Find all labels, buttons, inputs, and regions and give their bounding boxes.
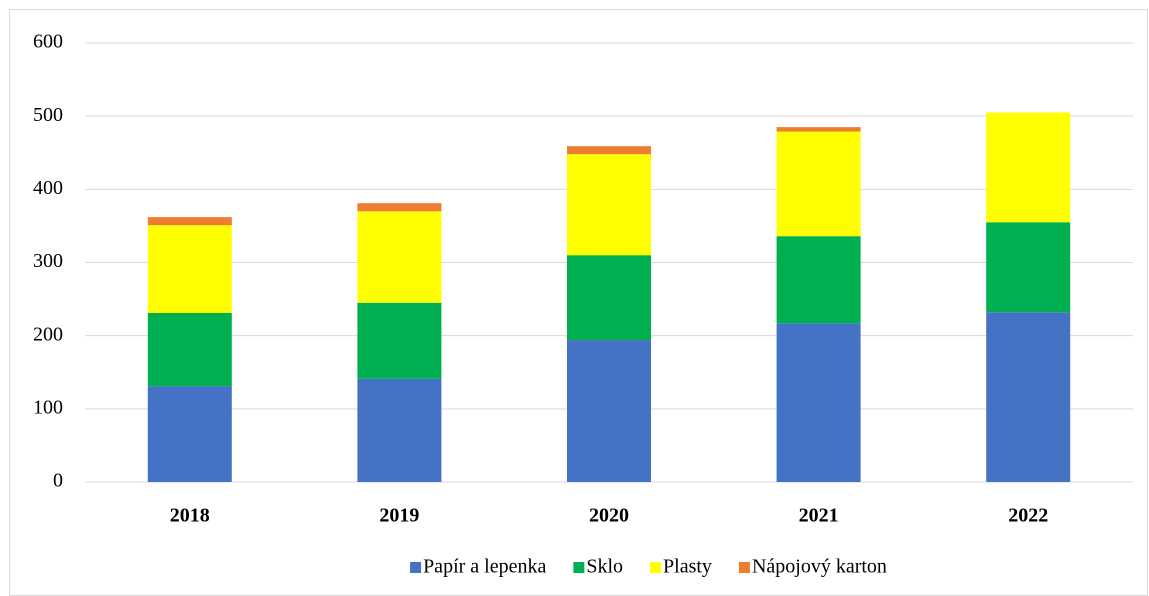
bar-segment [357, 302, 442, 379]
bar-segment [776, 236, 861, 324]
bar-segment [147, 312, 232, 387]
y-tick-label: 0 [53, 470, 63, 492]
x-tick-label: 2020 [589, 505, 629, 527]
y-tick-label: 200 [33, 323, 63, 345]
legend-swatch [650, 562, 662, 573]
legend-label: Papír a lepenka [423, 556, 546, 578]
x-tick-label: 2022 [1008, 505, 1048, 527]
bar-segment [567, 154, 651, 256]
bar-segment [986, 312, 1071, 482]
legend-swatch [410, 562, 422, 573]
y-tick-label: 100 [33, 396, 63, 418]
legend-swatch [738, 562, 750, 573]
bar-segment [986, 222, 1071, 313]
bar-segment [986, 112, 1071, 223]
bar-segment [776, 323, 861, 482]
bar-segment [567, 340, 651, 482]
bar-segment [147, 225, 232, 313]
bar-segment [776, 127, 861, 132]
y-tick-label: 400 [33, 177, 63, 199]
bar-segment [357, 203, 442, 212]
bar-segment [357, 211, 442, 303]
x-tick-label: 2021 [799, 505, 839, 527]
bar-segment [147, 217, 232, 226]
y-tick-label: 500 [33, 104, 63, 126]
legend-label: Nápojový karton [752, 556, 887, 578]
bar-segment [567, 255, 651, 341]
legend-label: Sklo [586, 556, 623, 578]
legend-swatch [573, 562, 585, 573]
x-tick-label: 2019 [379, 505, 419, 527]
bar-segment [147, 386, 232, 482]
bar-segment [776, 131, 861, 237]
legend-label: Plasty [663, 556, 712, 578]
x-tick-label: 2018 [170, 505, 210, 527]
bar-segment [567, 146, 651, 155]
y-tick-label: 600 [33, 31, 63, 53]
bar-segment [357, 378, 442, 482]
y-tick-label: 300 [33, 250, 63, 272]
